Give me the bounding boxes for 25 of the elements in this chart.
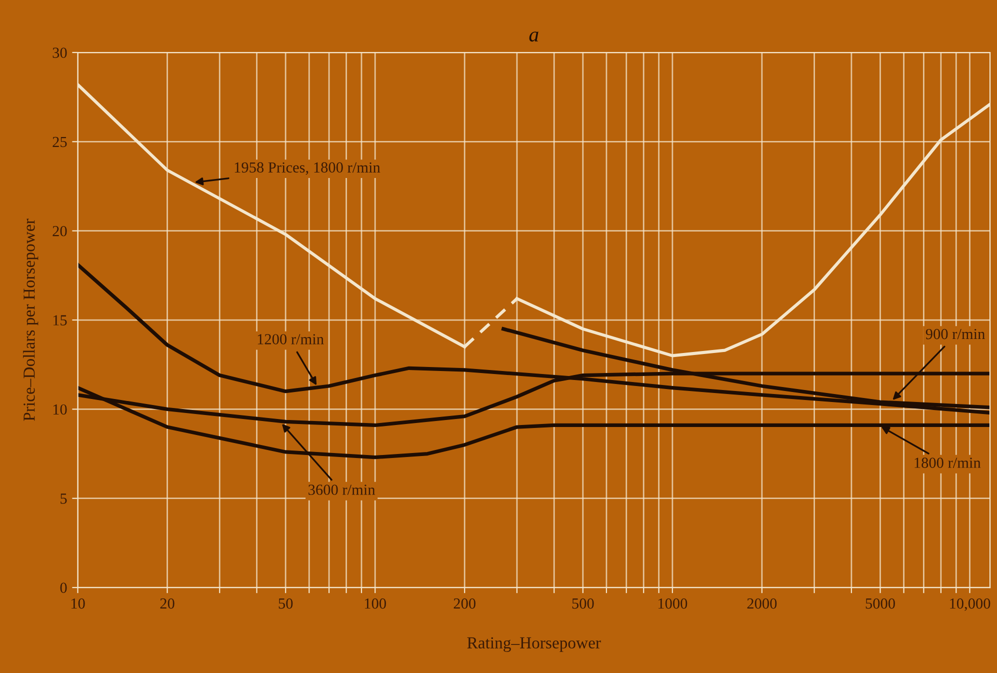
x-tick-label: 50 (278, 598, 293, 609)
y-axis-title: Price–Dollars per Horsepower (23, 218, 38, 421)
x-axis-title: Rating–Horsepower (467, 637, 601, 652)
annotation: 1800 r/min (914, 458, 981, 468)
y-tick-label: 15 (53, 315, 67, 326)
x-tick-label: 500 (572, 598, 594, 609)
annotation: 1200 r/min (258, 334, 324, 344)
y-tick-label: 20 (52, 226, 67, 236)
x-tick-label: 200 (454, 598, 476, 609)
x-tick-label: 20 (160, 598, 174, 609)
y-tick-label: 25 (52, 136, 67, 148)
annotation: 1958 Prices, 1800 r/min (234, 162, 380, 175)
x-tick-label: 10,000 (950, 598, 990, 611)
annotation: 900 r/min (926, 328, 985, 340)
x-tick-label: 2000 (747, 598, 777, 609)
y-tick-label: 10 (53, 404, 67, 415)
x-tick-label: 10 (71, 598, 85, 609)
annotation: 3600 r/min (308, 484, 376, 495)
x-tick-label: 100 (364, 598, 386, 609)
x-tick-label: 5000 (866, 598, 895, 609)
x-tick-label: 1000 (658, 598, 688, 609)
chart-title: a (529, 32, 538, 42)
y-tick-label: 0 (60, 582, 67, 593)
y-tick-label: 5 (60, 494, 67, 504)
y-tick-label: 30 (52, 48, 67, 58)
